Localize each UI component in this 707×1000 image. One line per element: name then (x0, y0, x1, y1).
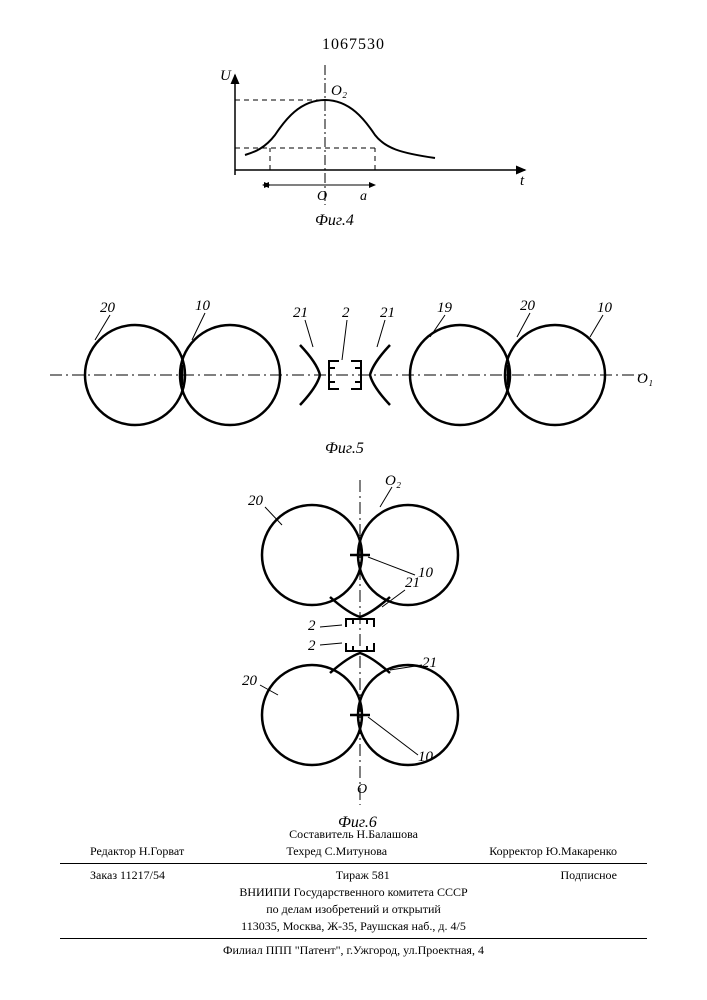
svg-text:10: 10 (418, 749, 434, 765)
svg-text:20: 20 (248, 493, 264, 509)
footer-order: Заказ 11217/54 (90, 868, 165, 883)
fig5-diagram: 20 10 21 2 21 19 20 10 O₁ Фиг.5 (45, 285, 665, 465)
footer-tirazh: Тираж 581 (336, 868, 390, 883)
svg-text:O₁: O₁ (637, 371, 653, 387)
footer-podpisnoe: Подписное (561, 868, 618, 883)
fig4-ylabel: U (220, 68, 232, 84)
svg-text:O₂: O₂ (385, 475, 401, 489)
svg-text:20: 20 (242, 673, 258, 689)
patent-number: 1067530 (0, 36, 707, 54)
svg-text:2: 2 (308, 618, 316, 634)
svg-text:2: 2 (308, 638, 316, 654)
fig4-o2: O₂ (331, 83, 347, 99)
svg-text:O: O (317, 189, 327, 204)
svg-text:20: 20 (520, 298, 536, 314)
footer-compiler: Составитель Н.Балашова (0, 827, 707, 842)
fig6-diagram: 20 O₂ 2 2 21 10 20 21 O 10 Фиг.6 (210, 475, 510, 855)
footer-org2: по делам изобретений и открытий (0, 902, 707, 917)
fig4-xlabel: t (520, 173, 525, 189)
svg-text:10: 10 (418, 565, 434, 581)
footer-filial: Филиал ППП "Патент", г.Ужгород, ул.Проек… (0, 943, 707, 958)
footer: Составитель Н.Балашова Редактор Н.Горват… (0, 825, 707, 960)
svg-text:20: 20 (100, 300, 116, 316)
svg-text:21: 21 (293, 305, 308, 321)
svg-text:O: O (357, 782, 367, 797)
svg-text:21: 21 (422, 655, 437, 671)
fig4-chart: U t O₂ O a Фиг.4 (205, 60, 545, 260)
svg-text:2: 2 (342, 305, 350, 321)
svg-text:19: 19 (437, 300, 453, 316)
fig5-caption: Фиг.5 (325, 440, 364, 457)
footer-corrector: Корректор Ю.Макаренко (489, 844, 617, 859)
footer-editor: Редактор Н.Горват (90, 844, 184, 859)
svg-text:10: 10 (597, 300, 613, 316)
svg-text:a: a (360, 189, 367, 204)
svg-text:21: 21 (380, 305, 395, 321)
footer-org1: ВНИИПИ Государственного комитета СССР (0, 885, 707, 900)
fig4-caption: Фиг.4 (315, 212, 354, 229)
svg-text:10: 10 (195, 298, 211, 314)
footer-techred: Техред С.Митунова (286, 844, 387, 859)
footer-address1: 113035, Москва, Ж-35, Раушская наб., д. … (0, 919, 707, 934)
